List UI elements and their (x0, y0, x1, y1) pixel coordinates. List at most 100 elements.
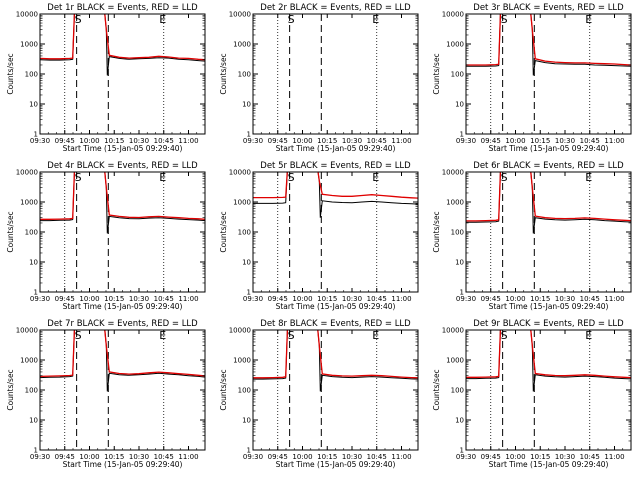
y-tick-label: 1000 (446, 41, 464, 49)
y-tick-label: 10 (242, 101, 251, 109)
x-axis-label: Start Time (15-Jan-05 09:29:40) (63, 302, 183, 311)
x-tick-label: 09:30 (456, 137, 476, 145)
y-tick-label: 10 (29, 259, 38, 267)
x-tick-label: 10:15 (104, 453, 124, 461)
x-tick-label: 09:30 (243, 295, 263, 303)
series-line-lld (466, 14, 631, 66)
x-tick-label: 10:30 (129, 295, 149, 303)
y-axis-label: Counts/sec (6, 211, 15, 252)
x-tick-label: 10:45 (154, 453, 174, 461)
x-axis-label: Start Time (15-Jan-05 09:29:40) (63, 144, 183, 153)
y-tick-label: 10000 (442, 169, 464, 177)
panel-title: Det 5r BLACK = Events, RED = LLD (260, 161, 411, 171)
x-tick-label: 10:45 (154, 295, 174, 303)
series-line-events (466, 14, 631, 76)
x-tick-label: 10:30 (555, 295, 575, 303)
x-tick-label: 11:00 (178, 453, 198, 461)
y-tick-label: 1000 (233, 41, 251, 49)
x-tick-label: 10:45 (580, 137, 600, 145)
x-tick-label: 11:00 (391, 137, 411, 145)
series-line-lld (40, 172, 205, 220)
x-tick-label: 11:00 (604, 295, 624, 303)
panel-title: Det 8r BLACK = Events, RED = LLD (260, 319, 411, 329)
panel-title: Det 4r BLACK = Events, RED = LLD (47, 161, 198, 171)
panel-title: Det 2r BLACK = Events, RED = LLD (260, 3, 411, 13)
y-tick-label: 1 (247, 447, 251, 455)
y-tick-label: 10 (455, 417, 464, 425)
x-tick-label: 10:15 (317, 137, 337, 145)
y-tick-label: 10 (242, 259, 251, 267)
series-line-lld (466, 172, 631, 222)
x-tick-label: 10:00 (505, 453, 525, 461)
marker-s: S (288, 171, 295, 184)
x-tick-label: 10:00 (505, 295, 525, 303)
panel-title: Det 3r BLACK = Events, RED = LLD (473, 3, 624, 13)
x-tick-label: 10:30 (342, 137, 362, 145)
x-tick-label: 10:30 (342, 453, 362, 461)
series-line-lld (253, 330, 418, 379)
y-tick-label: 1 (460, 131, 464, 139)
x-tick-label: 10:00 (292, 295, 312, 303)
series-line-events (253, 330, 418, 392)
y-tick-label: 100 (238, 229, 251, 237)
series-line-lld (40, 330, 205, 378)
x-axis-label: Start Time (15-Jan-05 09:29:40) (63, 460, 183, 469)
marker-e: E (372, 13, 379, 26)
x-tick-label: 10:30 (555, 453, 575, 461)
series-group (253, 330, 418, 392)
x-tick-label: 10:15 (530, 453, 550, 461)
y-tick-label: 10000 (229, 169, 251, 177)
x-tick-label: 10:00 (292, 453, 312, 461)
series-line-events (40, 172, 205, 234)
x-tick-label: 10:00 (505, 137, 525, 145)
y-tick-label: 1 (460, 447, 464, 455)
marker-s: S (288, 329, 295, 342)
y-tick-label: 1000 (233, 199, 251, 207)
x-tick-label: 09:30 (456, 453, 476, 461)
x-tick-label: 10:30 (129, 453, 149, 461)
y-tick-label: 100 (25, 71, 38, 79)
y-tick-label: 1 (34, 447, 38, 455)
x-tick-label: 10:00 (292, 137, 312, 145)
series-group (40, 14, 205, 76)
x-tick-label: 09:45 (268, 137, 288, 145)
y-axis-label: Counts/sec (432, 211, 441, 252)
y-axis-label: Counts/sec (219, 53, 228, 94)
x-tick-label: 10:30 (342, 295, 362, 303)
x-tick-label: 10:45 (154, 137, 174, 145)
x-axis-label: Start Time (15-Jan-05 09:29:40) (489, 460, 609, 469)
marker-s: S (501, 329, 508, 342)
y-tick-label: 1000 (446, 199, 464, 207)
y-tick-label: 100 (451, 387, 464, 395)
x-tick-label: 09:45 (268, 295, 288, 303)
x-tick-label: 10:00 (79, 453, 99, 461)
x-tick-label: 09:45 (55, 137, 75, 145)
y-tick-label: 10000 (229, 327, 251, 335)
y-tick-label: 100 (238, 71, 251, 79)
y-tick-label: 100 (451, 229, 464, 237)
series-line-events (466, 172, 631, 234)
x-tick-label: 10:15 (317, 453, 337, 461)
marker-s: S (288, 13, 295, 26)
y-tick-label: 1000 (446, 357, 464, 365)
marker-e: E (372, 171, 379, 184)
panel-title: Det 1r BLACK = Events, RED = LLD (47, 3, 198, 13)
y-tick-label: 10000 (229, 11, 251, 19)
x-tick-label: 09:30 (243, 453, 263, 461)
y-axis-label: Counts/sec (6, 53, 15, 94)
x-tick-label: 11:00 (604, 453, 624, 461)
x-tick-label: 10:30 (555, 137, 575, 145)
y-tick-label: 1 (460, 289, 464, 297)
x-tick-label: 09:45 (481, 137, 501, 145)
x-tick-label: 10:45 (367, 453, 387, 461)
series-line-events (40, 330, 205, 392)
y-tick-label: 100 (25, 387, 38, 395)
